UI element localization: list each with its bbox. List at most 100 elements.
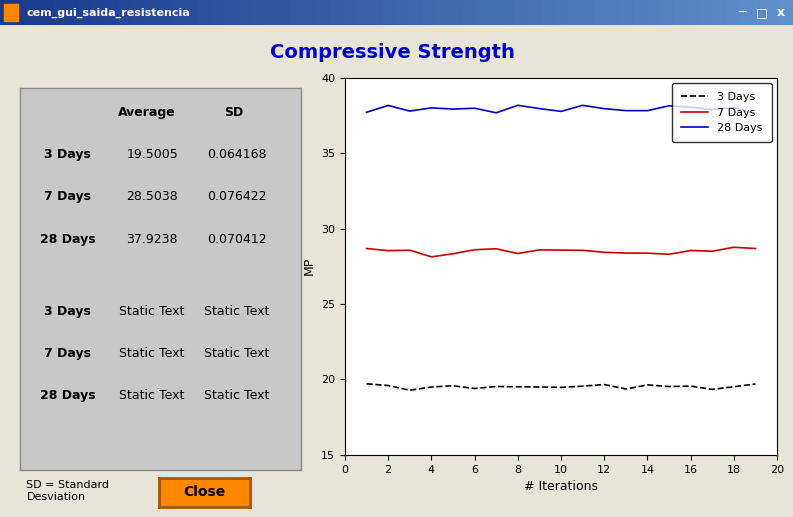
Bar: [767, 0, 780, 25]
Text: 0.070412: 0.070412: [207, 233, 266, 246]
28 Days: [621, 108, 630, 114]
Text: x: x: [777, 6, 785, 19]
7 Days: [427, 254, 436, 260]
7 Days: [600, 249, 609, 255]
Bar: [66, 0, 79, 25]
7 Days: [448, 251, 458, 257]
28 Days: [492, 110, 501, 116]
Bar: [383, 0, 396, 25]
Bar: [26, 0, 40, 25]
Bar: [185, 0, 198, 25]
7 Days: [492, 246, 501, 252]
3 Days: [665, 384, 674, 390]
Text: 37.9238: 37.9238: [126, 233, 178, 246]
28 Days: [730, 104, 739, 111]
Text: 19.5005: 19.5005: [126, 148, 178, 161]
Bar: [331, 0, 343, 25]
3 Days: [513, 384, 523, 390]
Bar: [53, 0, 66, 25]
3 Days: [686, 383, 695, 389]
Text: 28 Days: 28 Days: [40, 233, 95, 246]
Bar: [119, 0, 132, 25]
Text: 28.5038: 28.5038: [126, 190, 178, 203]
Text: 28 Days: 28 Days: [40, 389, 95, 402]
Line: 7 Days: 7 Days: [366, 247, 756, 257]
3 Days: [578, 383, 588, 389]
Text: SD: SD: [224, 107, 243, 119]
3 Days: [707, 386, 717, 392]
7 Days: [751, 246, 760, 252]
Bar: [648, 0, 661, 25]
X-axis label: # Iterations: # Iterations: [524, 480, 598, 493]
3 Days: [751, 381, 760, 387]
7 Days: [557, 247, 566, 253]
Bar: [4, 4, 18, 21]
Bar: [278, 0, 291, 25]
Bar: [502, 0, 515, 25]
Bar: [753, 0, 767, 25]
Text: Static Text: Static Text: [120, 305, 185, 318]
Bar: [674, 0, 688, 25]
7 Days: [621, 250, 630, 256]
3 Days: [384, 383, 393, 389]
Bar: [159, 0, 172, 25]
3 Days: [621, 386, 630, 392]
Line: 3 Days: 3 Days: [366, 384, 756, 390]
7 Days: [513, 250, 523, 256]
28 Days: [751, 111, 760, 117]
Bar: [595, 0, 608, 25]
Text: ─: ─: [737, 6, 745, 19]
3 Days: [557, 384, 566, 390]
3 Days: [448, 383, 458, 389]
Bar: [489, 0, 502, 25]
Bar: [410, 0, 423, 25]
Bar: [251, 0, 264, 25]
Bar: [634, 0, 648, 25]
Y-axis label: MP: MP: [303, 257, 316, 276]
28 Days: [534, 105, 544, 112]
Text: 0.076422: 0.076422: [207, 190, 266, 203]
Bar: [132, 0, 145, 25]
Bar: [423, 0, 436, 25]
7 Days: [384, 248, 393, 254]
28 Days: [578, 102, 588, 109]
Bar: [145, 0, 159, 25]
Bar: [462, 0, 476, 25]
Bar: [370, 0, 383, 25]
28 Days: [600, 105, 609, 112]
28 Days: [557, 108, 566, 114]
Bar: [555, 0, 569, 25]
Text: Close: Close: [183, 485, 225, 499]
Bar: [93, 0, 105, 25]
Bar: [740, 0, 753, 25]
Bar: [317, 0, 331, 25]
28 Days: [405, 108, 415, 114]
Bar: [212, 0, 224, 25]
7 Days: [534, 247, 544, 253]
Text: cem_gui_saida_resistencia: cem_gui_saida_resistencia: [26, 7, 190, 18]
Text: Static Text: Static Text: [120, 389, 185, 402]
Bar: [396, 0, 410, 25]
3 Days: [730, 384, 739, 390]
3 Days: [492, 384, 501, 390]
Bar: [238, 0, 251, 25]
7 Days: [707, 248, 717, 254]
3 Days: [405, 387, 415, 393]
3 Days: [642, 382, 652, 388]
7 Days: [362, 246, 371, 252]
Bar: [476, 0, 489, 25]
7 Days: [686, 248, 695, 254]
Bar: [357, 0, 370, 25]
28 Days: [665, 103, 674, 109]
Bar: [79, 0, 93, 25]
Bar: [780, 0, 793, 25]
Bar: [264, 0, 278, 25]
Text: Compressive Strength: Compressive Strength: [270, 43, 515, 63]
3 Days: [469, 385, 479, 391]
Bar: [542, 0, 555, 25]
Bar: [343, 0, 357, 25]
Text: 3 Days: 3 Days: [44, 148, 91, 161]
7 Days: [665, 251, 674, 257]
Bar: [105, 0, 119, 25]
Bar: [529, 0, 542, 25]
